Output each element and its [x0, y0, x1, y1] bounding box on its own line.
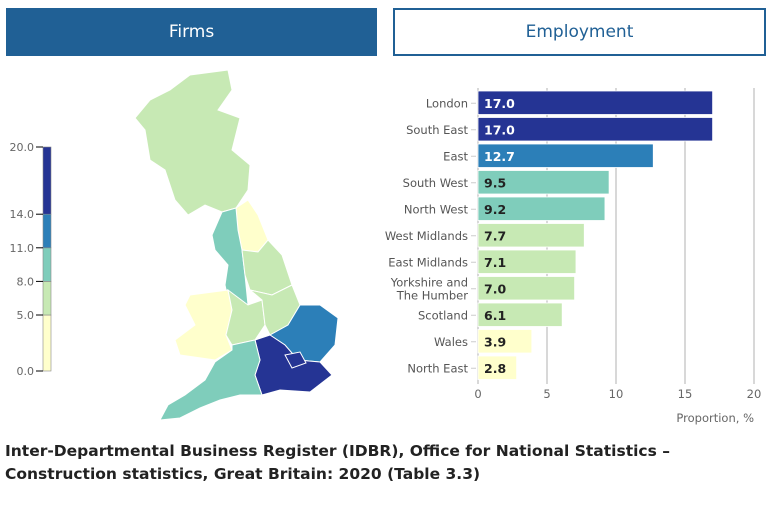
y-tick-label: London: [426, 96, 468, 110]
bar-value-label: 3.9: [484, 334, 506, 349]
bar: [477, 90, 714, 115]
bar: [477, 249, 577, 274]
bar: [477, 329, 533, 354]
bar: [477, 355, 518, 380]
legend-bin: [42, 146, 52, 215]
y-tick-label: Wales: [434, 335, 468, 349]
y-tick-label: South West: [403, 176, 469, 190]
bar-value-label: 12.7: [484, 149, 515, 164]
y-tick-label: West Midlands: [385, 229, 468, 243]
bar-chart: 0 5 10 15 20 17.0 London 17.0 South East 12.7 East…: [385, 88, 762, 425]
legend-tick-label: 20.0: [10, 141, 35, 154]
source-line-1: Inter-Departmental Business Register (ID…: [5, 442, 670, 460]
bar-value-label: 7.0: [484, 281, 506, 296]
y-tick-label: South East: [406, 123, 468, 137]
bar-value-label: 9.2: [484, 202, 506, 217]
bar-value-label: 17.0: [484, 96, 515, 111]
bar: [477, 170, 610, 195]
bar: [477, 223, 585, 248]
x-axis-label: Proportion, %: [676, 411, 754, 425]
bar: [477, 117, 714, 142]
x-tick-label: 5: [543, 387, 550, 401]
legend-tick-label: 8.0: [17, 275, 35, 288]
bar: [477, 143, 654, 168]
tab-firms[interactable]: Firms: [6, 8, 377, 56]
bar-value-label: 9.5: [484, 175, 506, 190]
legend-tick-label: 14.0: [10, 208, 35, 221]
y-tick-label: East: [443, 149, 468, 163]
y-tick-label: Yorkshire and: [390, 275, 468, 289]
x-tick-label: 20: [747, 387, 762, 401]
bar-value-label: 6.1: [484, 308, 506, 323]
y-tick-label: North East: [407, 361, 468, 375]
bar-value-label: 7.7: [484, 228, 506, 243]
map-region-south-west[interactable]: [159, 339, 263, 421]
source-line-2: Construction statistics, Great Britain: …: [5, 465, 481, 483]
source-caption: Inter-Departmental Business Register (ID…: [5, 440, 670, 486]
y-tick-label: East Midlands: [388, 255, 468, 269]
legend-tick-label: 0.0: [17, 365, 35, 378]
bar: [477, 196, 606, 221]
color-legend: 0.0 5.0 8.0 11.0 14.0 20.0: [10, 141, 52, 378]
bar: [477, 302, 563, 327]
bar-value-label: 17.0: [484, 122, 515, 137]
x-tick-label: 10: [609, 387, 624, 401]
map-region-london[interactable]: [284, 351, 307, 369]
bar-value-label: 2.8: [484, 361, 506, 376]
x-tick-label: 15: [678, 387, 693, 401]
map-region-scotland[interactable]: [134, 69, 251, 216]
bar: [477, 276, 575, 301]
y-tick-label: The Humber: [396, 288, 469, 302]
y-tick-label: North West: [404, 202, 469, 216]
legend-tick-label: 5.0: [17, 309, 35, 322]
x-tick-label: 0: [474, 387, 481, 401]
bar-value-label: 7.1: [484, 255, 506, 270]
region-map: [134, 69, 339, 421]
legend-tick-label: 11.0: [10, 242, 35, 255]
tab-employment[interactable]: Employment: [393, 8, 766, 56]
y-tick-label: Scotland: [418, 308, 468, 322]
